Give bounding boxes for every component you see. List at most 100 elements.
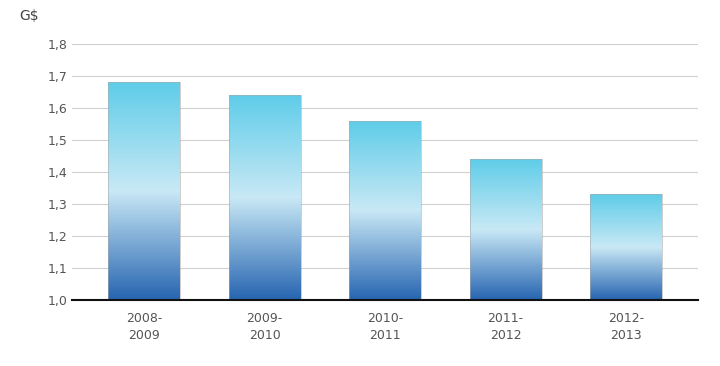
Bar bbox=[349, 200, 421, 201]
Bar bbox=[229, 111, 301, 112]
Bar bbox=[349, 290, 421, 291]
Bar bbox=[349, 267, 421, 268]
Bar bbox=[108, 283, 181, 284]
Bar bbox=[469, 287, 542, 288]
Bar bbox=[108, 103, 181, 104]
Bar bbox=[108, 84, 181, 85]
Bar bbox=[349, 122, 421, 123]
Bar bbox=[349, 299, 421, 300]
Bar bbox=[469, 233, 542, 234]
Bar bbox=[229, 208, 301, 209]
Bar bbox=[229, 144, 301, 145]
Bar bbox=[108, 132, 181, 133]
Bar bbox=[349, 263, 421, 264]
Bar bbox=[108, 290, 181, 291]
Bar bbox=[229, 178, 301, 179]
Bar bbox=[229, 184, 301, 185]
Bar bbox=[229, 148, 301, 149]
Bar bbox=[229, 285, 301, 286]
Bar bbox=[229, 156, 301, 157]
Bar bbox=[349, 228, 421, 229]
Bar bbox=[108, 213, 181, 214]
Bar bbox=[469, 192, 542, 193]
Bar bbox=[108, 269, 181, 270]
Bar bbox=[469, 173, 542, 174]
Bar bbox=[469, 291, 542, 292]
Bar bbox=[229, 129, 301, 130]
Bar bbox=[229, 265, 301, 266]
Bar bbox=[469, 238, 542, 239]
Bar bbox=[469, 194, 542, 195]
Bar bbox=[108, 82, 181, 300]
Bar bbox=[108, 197, 181, 198]
Bar bbox=[108, 238, 181, 239]
Bar bbox=[229, 260, 301, 261]
Bar bbox=[229, 188, 301, 189]
Bar bbox=[229, 229, 301, 230]
Bar bbox=[108, 229, 181, 230]
Bar bbox=[108, 268, 181, 269]
Bar bbox=[108, 209, 181, 210]
Bar bbox=[108, 226, 181, 227]
Bar bbox=[349, 153, 421, 154]
Bar bbox=[469, 262, 542, 263]
Bar bbox=[229, 233, 301, 234]
Bar bbox=[229, 168, 301, 169]
Bar bbox=[229, 139, 301, 140]
Bar bbox=[229, 141, 301, 142]
Bar bbox=[229, 236, 301, 237]
Bar bbox=[108, 105, 181, 106]
Bar bbox=[469, 180, 542, 181]
Bar bbox=[469, 190, 542, 191]
Bar bbox=[349, 249, 421, 250]
Bar bbox=[229, 203, 301, 204]
Bar bbox=[108, 114, 181, 115]
Bar bbox=[349, 272, 421, 273]
Bar bbox=[108, 203, 181, 204]
Bar bbox=[469, 189, 542, 190]
Bar bbox=[108, 191, 181, 192]
Bar bbox=[229, 95, 301, 300]
Bar bbox=[469, 175, 542, 176]
Bar bbox=[108, 150, 181, 151]
Bar bbox=[349, 151, 421, 152]
Bar bbox=[108, 214, 181, 215]
Bar bbox=[108, 285, 181, 286]
Bar bbox=[469, 206, 542, 207]
Bar bbox=[108, 271, 181, 272]
Bar bbox=[229, 107, 301, 108]
Bar bbox=[469, 276, 542, 277]
Bar bbox=[349, 234, 421, 235]
Bar bbox=[469, 171, 542, 172]
Bar bbox=[349, 184, 421, 185]
Bar bbox=[108, 176, 181, 177]
Bar bbox=[349, 256, 421, 257]
Bar bbox=[108, 148, 181, 149]
Bar bbox=[108, 212, 181, 213]
Bar bbox=[469, 261, 542, 262]
Bar bbox=[349, 203, 421, 204]
Bar bbox=[108, 202, 181, 203]
Bar bbox=[229, 298, 301, 299]
Bar bbox=[229, 180, 301, 181]
Bar bbox=[349, 167, 421, 168]
Bar bbox=[108, 113, 181, 114]
Bar bbox=[349, 191, 421, 192]
Bar bbox=[229, 193, 301, 194]
Bar bbox=[469, 292, 542, 293]
Bar bbox=[469, 284, 542, 285]
Bar bbox=[108, 196, 181, 197]
Bar bbox=[229, 213, 301, 214]
Bar bbox=[469, 241, 542, 242]
Bar bbox=[229, 254, 301, 255]
Bar bbox=[469, 166, 542, 167]
Bar bbox=[229, 97, 301, 98]
Bar bbox=[349, 284, 421, 285]
Bar bbox=[349, 261, 421, 262]
Bar bbox=[349, 296, 421, 297]
Bar bbox=[108, 218, 181, 219]
Bar bbox=[229, 267, 301, 268]
Bar bbox=[229, 173, 301, 174]
Bar bbox=[229, 113, 301, 114]
Bar bbox=[108, 277, 181, 278]
